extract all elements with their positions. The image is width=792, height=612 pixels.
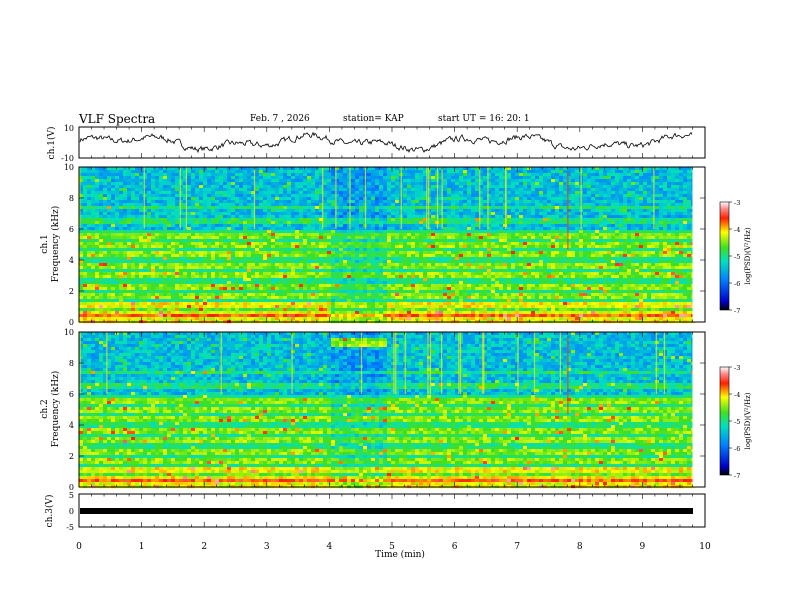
ch1-spec-ytick: 8: [69, 194, 74, 203]
ch1-waveform-line: [79, 131, 693, 154]
ch3-ytick-0: 0: [69, 507, 74, 516]
x-tick-label: 5: [389, 542, 395, 552]
x-tick-label: 1: [139, 542, 145, 552]
start-ut-label: start UT = 16: 20: 1: [438, 114, 530, 124]
ch1-colorbar: [719, 201, 730, 311]
ch1-spectrogram: [79, 167, 705, 324]
ch1-spec-ytick: 10: [64, 163, 74, 172]
colorbar-tick: -5: [734, 418, 740, 426]
colorbar-tick: -6: [734, 280, 740, 288]
colorbar-tick: -6: [734, 445, 740, 453]
ch1-spec-ylabel-2: Frequency (kHz): [50, 206, 61, 283]
x-tick-label: 2: [201, 542, 207, 552]
date-label: Feb. 7 , 2026: [250, 114, 310, 124]
ch1-wave-ytick-bottom: -10: [61, 154, 74, 163]
x-tick-label: 4: [327, 542, 333, 552]
ch1-spec-ylabel-1: ch.1: [40, 234, 50, 253]
ch3-waveform-line: [80, 508, 693, 514]
x-tick-label: 8: [577, 542, 583, 552]
ch1-colorbar-label: log(PSD)(V²/Hz): [744, 227, 752, 284]
x-tick-label: 9: [640, 542, 646, 552]
x-tick-label: 10: [699, 542, 711, 552]
figure-title: VLF Spectra: [79, 112, 156, 126]
x-axis-label: Time (min): [375, 549, 425, 560]
colorbar-tick: -4: [734, 226, 740, 234]
ch3-ytick-5: 5: [69, 491, 74, 500]
ch2-spec-ytick: 0: [69, 483, 74, 492]
ch1-wave-ytick-top: 10: [64, 124, 74, 133]
colorbar-tick: -3: [734, 364, 740, 372]
ch2-colorbar-label: log(PSD)(V²/Hz): [744, 392, 752, 449]
ch2-spec-ytick: 2: [69, 452, 74, 461]
ch3-wave-ylabel: ch.3(V): [44, 495, 55, 528]
ch2-spec-ytick: 4: [69, 421, 74, 430]
axis-ticks: [78, 127, 706, 527]
ch1-spec-ytick: 4: [69, 256, 74, 265]
ch2-spectrogram: [79, 332, 705, 489]
colorbar-tick: -4: [734, 391, 740, 399]
colorbar-tick: -5: [734, 253, 740, 261]
x-tick-label: 7: [514, 542, 520, 552]
x-tick-label: 0: [76, 542, 82, 552]
ch2-spec-ytick: 8: [69, 359, 74, 368]
x-tick-label: 6: [452, 542, 458, 552]
ch2-spec-ytick: 10: [64, 328, 74, 337]
ch2-spec-ylabel-1: ch.2: [40, 399, 50, 418]
ch2-spec-ylabel-2: Frequency (kHz): [50, 371, 61, 448]
ch1-spec-ytick: 0: [69, 318, 74, 327]
ch2-spec-ytick: 6: [69, 390, 74, 399]
ch2-colorbar: [719, 366, 730, 476]
ch1-spec-ytick: 6: [69, 225, 74, 234]
colorbar-tick: -3: [734, 199, 740, 207]
x-tick-label: 3: [264, 542, 270, 552]
ch1-wave-ylabel: ch.1(V): [46, 127, 57, 160]
ch1-spec-ytick: 2: [69, 287, 74, 296]
colorbar-tick: -7: [734, 472, 740, 480]
station-label: station= KAP: [343, 114, 404, 124]
ch3-ytick-neg5: -5: [66, 523, 74, 532]
colorbar-tick: -7: [734, 307, 740, 315]
